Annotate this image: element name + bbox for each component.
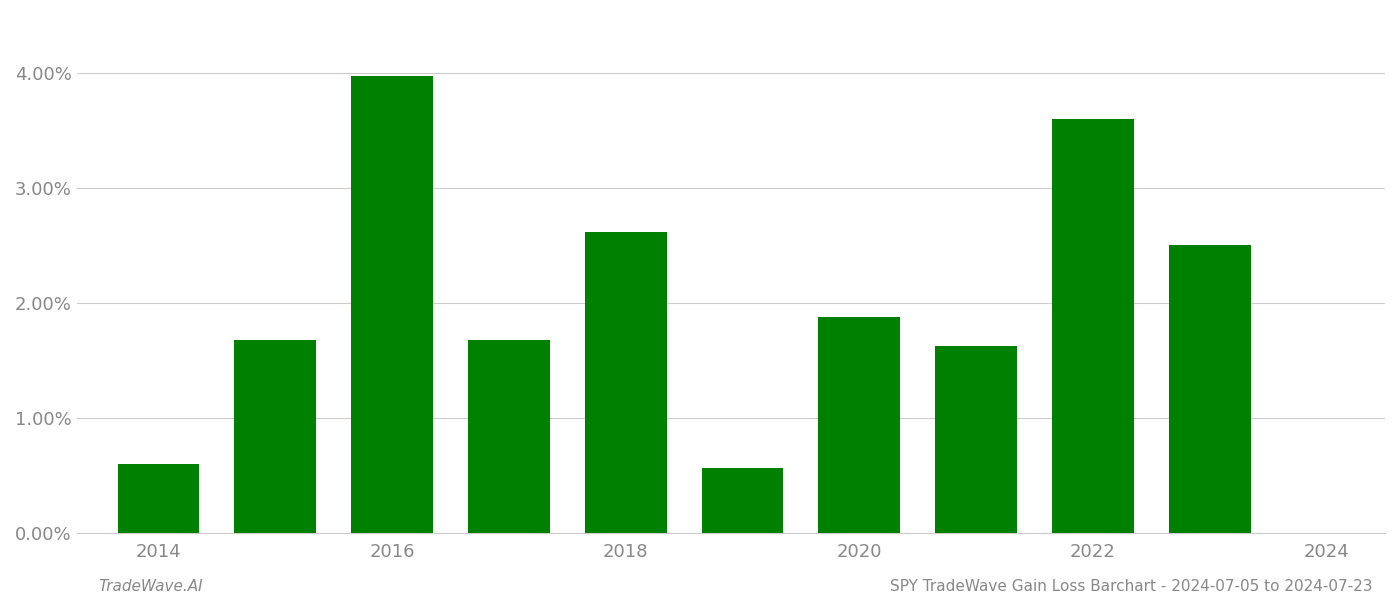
Bar	[351, 76, 433, 533]
Bar	[585, 232, 666, 533]
Bar	[234, 340, 316, 533]
Bar	[118, 464, 199, 533]
Text: TradeWave.AI: TradeWave.AI	[98, 579, 203, 594]
Bar	[1051, 119, 1134, 533]
Bar	[701, 467, 784, 533]
Bar	[468, 340, 550, 533]
Bar	[935, 346, 1016, 533]
Text: SPY TradeWave Gain Loss Barchart - 2024-07-05 to 2024-07-23: SPY TradeWave Gain Loss Barchart - 2024-…	[889, 579, 1372, 594]
Bar	[1169, 245, 1250, 533]
Bar	[819, 317, 900, 533]
